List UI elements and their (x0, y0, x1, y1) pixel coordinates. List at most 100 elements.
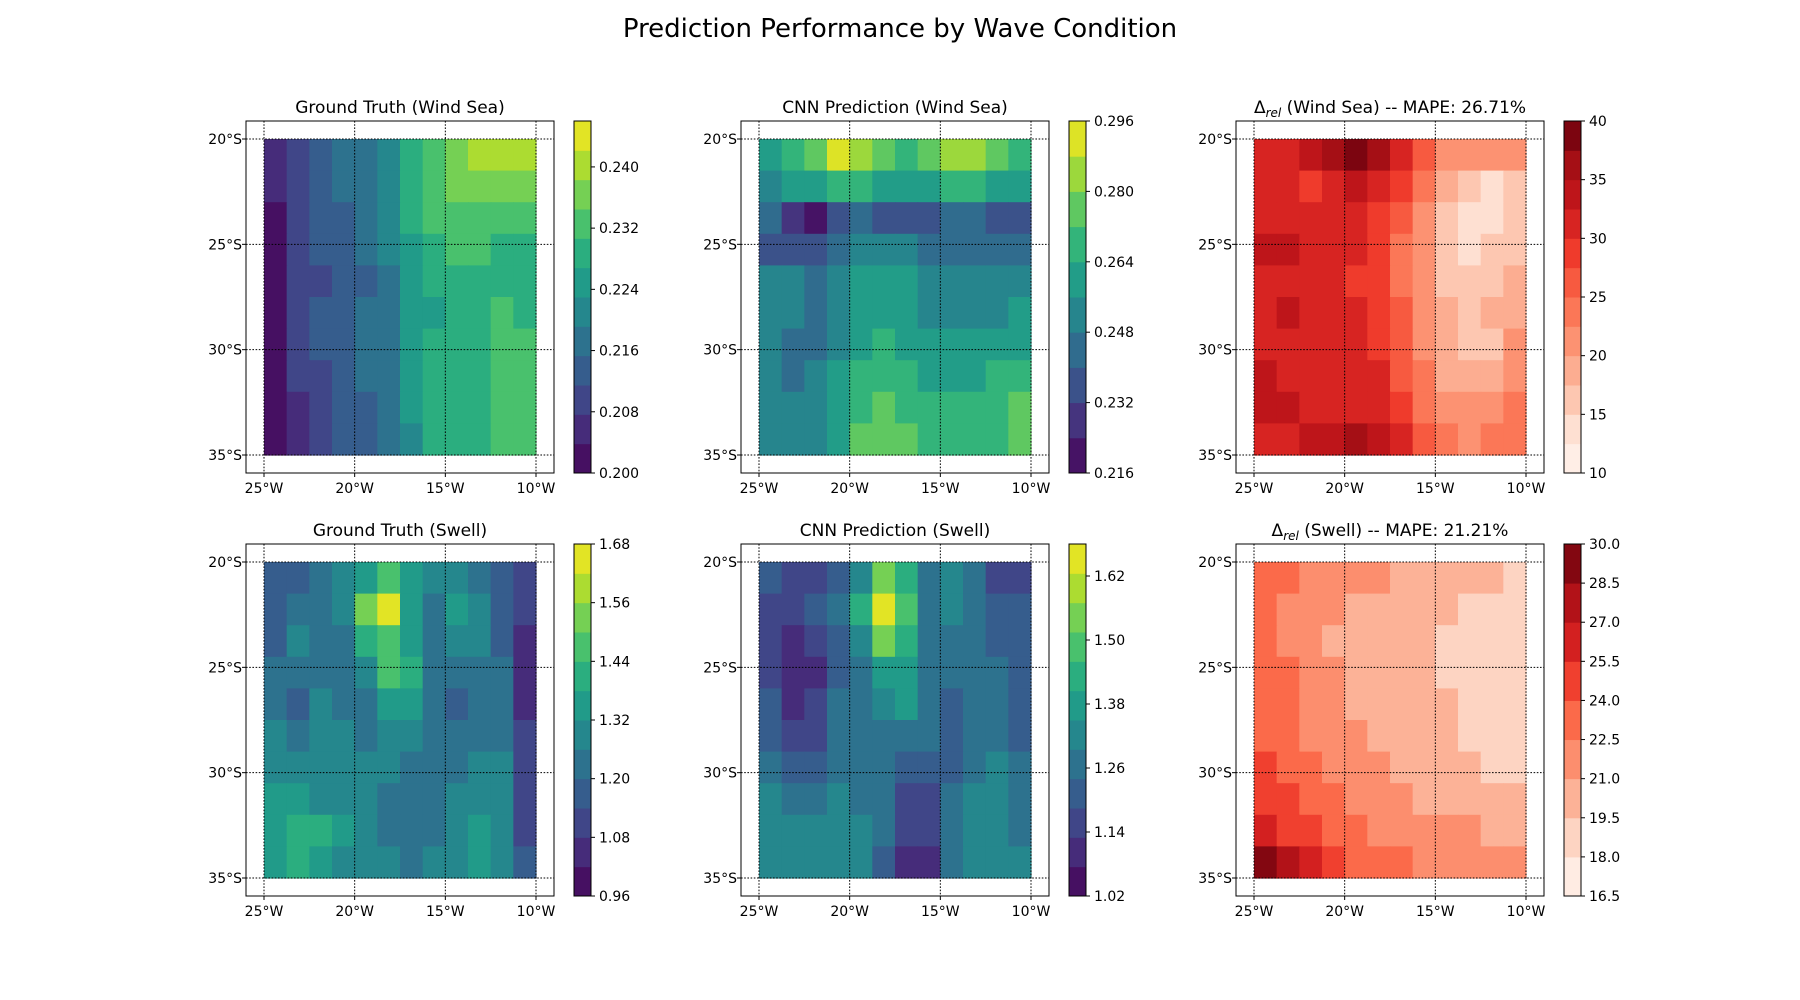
field-cell (468, 265, 492, 298)
field-cell (963, 328, 987, 361)
field-cell (895, 688, 919, 721)
colorbar-tick-label: 1.26 (1094, 761, 1125, 777)
field-cell (1299, 751, 1323, 784)
field-cell (286, 688, 310, 721)
field-cell (490, 391, 514, 424)
colorbar-level (1069, 749, 1086, 780)
colorbar-level (1069, 866, 1086, 897)
colorbar-level (1069, 191, 1086, 228)
field-cell (1367, 751, 1391, 784)
field-cell (1435, 139, 1459, 172)
field-cell (1008, 814, 1032, 847)
field-cell (1390, 297, 1414, 330)
field-cell (1503, 751, 1527, 784)
field-cell (400, 328, 424, 361)
subplot-2: 25°W 20°W 15°W 10°W 20°S 25°S 30°S 35°S CNN Pred… (703, 98, 1134, 497)
field-cell (940, 846, 964, 879)
axes-frame (1235, 120, 1545, 474)
field-cell (1299, 170, 1323, 203)
field-cell (827, 625, 851, 658)
field-cell (513, 170, 537, 203)
field-cell (332, 265, 356, 298)
field-cell (332, 328, 356, 361)
field-cell (513, 233, 537, 266)
field-cell (1008, 593, 1032, 626)
y-tick-label: 30°S (703, 766, 737, 782)
colorbar-tick-label: 0.232 (599, 221, 639, 237)
field-cell (1480, 814, 1504, 847)
field-cell (963, 814, 987, 847)
field-cell (513, 202, 537, 235)
field-cell (309, 593, 333, 626)
colorbar-level (1564, 297, 1581, 327)
x-tick-label: 25°W (740, 481, 779, 497)
x-tick-label: 20°W (335, 481, 374, 497)
colorbar-level (1069, 573, 1086, 604)
field-cell (917, 360, 941, 393)
field-cell (827, 391, 851, 424)
field-cell (354, 720, 378, 753)
field-cell (1367, 233, 1391, 266)
field-cell (917, 656, 941, 689)
field-cell (468, 783, 492, 816)
field-cell (1299, 625, 1323, 658)
field-cell (895, 297, 919, 330)
field-cell (940, 170, 964, 203)
field-cell (917, 688, 941, 721)
colorbar-tick-label: 0.296 (1094, 114, 1134, 130)
field-cell (963, 139, 987, 172)
field-cell (1344, 846, 1368, 879)
field-cell (781, 139, 805, 172)
field-cell (1344, 233, 1368, 266)
field-cell (422, 562, 446, 595)
field-cell (1254, 562, 1278, 595)
field-cell (1276, 688, 1300, 721)
field-cell (1480, 656, 1504, 689)
colorbar-tick-label: 18.0 (1589, 850, 1620, 866)
field-cell (1299, 265, 1323, 298)
field-cell (781, 751, 805, 784)
field-cell (354, 751, 378, 784)
field-cell (286, 783, 310, 816)
field-cell (286, 360, 310, 393)
field-cell (286, 625, 310, 658)
field-cell (1008, 656, 1032, 689)
field-cell (1390, 328, 1414, 361)
field-cell (1458, 265, 1482, 298)
field-cell (1390, 656, 1414, 689)
field-cell (377, 625, 401, 658)
field-cell (513, 783, 537, 816)
field-cell (1458, 328, 1482, 361)
field-cell (1008, 423, 1032, 456)
field-cell (1503, 720, 1527, 753)
field-cell (1435, 265, 1459, 298)
field-cell (1276, 139, 1300, 172)
field-cell (1458, 297, 1482, 330)
field-cell (490, 328, 514, 361)
colorbar-level (574, 414, 591, 445)
field-cell (1276, 846, 1300, 879)
field-cell (468, 423, 492, 456)
field-cell (917, 720, 941, 753)
field-cell (759, 783, 783, 816)
field-cell (781, 814, 805, 847)
field-cell (872, 170, 896, 203)
field-cell (490, 170, 514, 203)
colorbar-level (1564, 121, 1581, 151)
field-cell (422, 720, 446, 753)
y-tick-label: 25°S (1198, 660, 1232, 676)
field-cell (332, 360, 356, 393)
colorbar-tick-label: 40 (1589, 114, 1607, 130)
colorbar-tick-label: 0.96 (599, 889, 630, 905)
colorbar-level (1069, 332, 1086, 368)
colorbar-level (1069, 367, 1086, 404)
field-cell (1367, 562, 1391, 595)
field-cell (400, 170, 424, 203)
axes-frame (245, 543, 555, 897)
field-cell (377, 360, 401, 393)
field-cell (286, 593, 310, 626)
field-cell (985, 751, 1009, 784)
field-cell (309, 562, 333, 595)
field-cell (377, 751, 401, 784)
